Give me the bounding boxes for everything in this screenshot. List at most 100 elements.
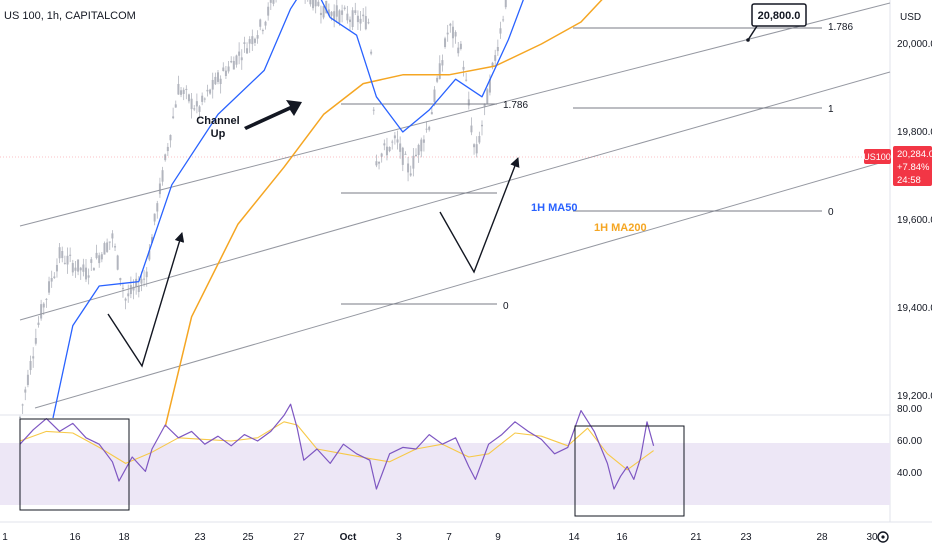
time-tick: 7: [446, 532, 452, 543]
candle-body: [367, 22, 370, 24]
candle-body: [428, 126, 431, 130]
candle-body: [356, 15, 359, 23]
ma200-line: [164, 0, 603, 427]
candle-body: [478, 136, 481, 143]
candle-body: [309, 0, 312, 5]
candle-body: [61, 251, 64, 259]
time-tick: 3: [396, 532, 402, 543]
candle-body: [79, 267, 82, 271]
candle-body: [127, 293, 130, 297]
candle-body: [251, 36, 254, 45]
candle-body: [319, 12, 322, 16]
candle-body: [438, 63, 441, 79]
candle-body: [108, 241, 111, 243]
candle-body: [143, 278, 146, 280]
candle-body: [393, 135, 396, 139]
settings-gear-icon[interactable]: [877, 531, 889, 543]
candle-body: [45, 298, 48, 300]
candle-body: [372, 109, 375, 111]
candle-body: [166, 146, 169, 152]
time-tick: 18: [118, 532, 130, 543]
candle-body: [378, 162, 381, 164]
candle-body: [488, 79, 491, 93]
candle-body: [90, 259, 93, 263]
candle-body: [129, 285, 132, 295]
ma200-label: 1H MA200: [594, 222, 647, 234]
candle-body: [312, 0, 315, 9]
target-callout-dot: [746, 38, 750, 42]
candle-body: [256, 35, 259, 39]
candle-body: [50, 278, 53, 282]
candle-body: [383, 143, 386, 146]
price-tick: 19,400.0: [897, 303, 932, 314]
candle-body: [470, 125, 473, 133]
fib-upper-one-label: 1: [828, 104, 834, 115]
candle-body: [169, 134, 172, 141]
symbol-badge-bg: [864, 149, 891, 164]
candle-body: [454, 32, 457, 37]
candle-body: [351, 10, 354, 27]
candle-body: [224, 70, 227, 77]
candle-body: [137, 285, 140, 293]
candle-body: [238, 51, 241, 56]
channel-line-1: [19, 71, 891, 321]
rsi-tick: 80.00: [897, 404, 922, 415]
candle-body: [190, 98, 193, 110]
chart-title: US 100, 1h, CAPITALCOM: [4, 10, 136, 22]
candle-body: [335, 5, 338, 17]
candle-body: [106, 242, 109, 252]
time-tick: 23: [740, 532, 752, 543]
candle-body: [42, 303, 45, 308]
candle-body: [222, 67, 225, 72]
candle-body: [198, 106, 201, 112]
candle-body: [161, 170, 164, 182]
trend-drawings: [107, 157, 520, 368]
candle-body: [21, 404, 24, 406]
time-tick: 30: [866, 532, 878, 543]
time-tick: 16: [616, 532, 628, 543]
candle-body: [32, 356, 35, 359]
candle-body: [37, 322, 40, 325]
candle-body: [420, 139, 423, 152]
candle-body: [322, 6, 325, 18]
rsi-band: [0, 443, 890, 505]
candle-body: [201, 95, 204, 102]
candle-body: [412, 155, 415, 169]
candle-body: [151, 237, 153, 243]
candle-body: [459, 43, 462, 49]
candle-body: [156, 203, 159, 212]
candle-body: [385, 146, 388, 156]
swing-arrow-2: [439, 157, 520, 274]
candle-body: [409, 173, 412, 176]
candle-body: [404, 153, 407, 155]
candle-body: [217, 72, 219, 82]
candle-body: [158, 183, 161, 195]
candle-body: [69, 254, 72, 256]
candle-body: [74, 267, 77, 271]
candle-body: [504, 0, 507, 8]
time-tick: 27: [293, 532, 305, 543]
candle-body: [145, 271, 148, 278]
candle-body: [441, 60, 444, 66]
candle-body: [248, 39, 251, 44]
candle-body: [370, 51, 373, 54]
candle-body: [449, 23, 452, 26]
rsi-tick: 40.00: [897, 468, 922, 479]
candle-body: [333, 11, 336, 21]
candle-body: [206, 89, 209, 92]
candle-body: [119, 278, 122, 281]
candle-body: [422, 139, 425, 143]
candle-body: [55, 264, 58, 272]
price-badge-value: 20,284.0: [897, 149, 932, 160]
candle-body: [29, 361, 32, 371]
candle-body: [496, 46, 499, 52]
candle-body: [66, 255, 69, 265]
swing-arrow-1: [107, 232, 185, 368]
candle-body: [327, 9, 330, 16]
price-tick: 19,800.0: [897, 127, 932, 138]
target-callout-pointer: [747, 25, 758, 41]
fib-lower-zero-label: 0: [503, 301, 509, 312]
candle-body: [415, 154, 417, 156]
candle-body: [92, 268, 95, 271]
time-tick: 9: [495, 532, 501, 543]
